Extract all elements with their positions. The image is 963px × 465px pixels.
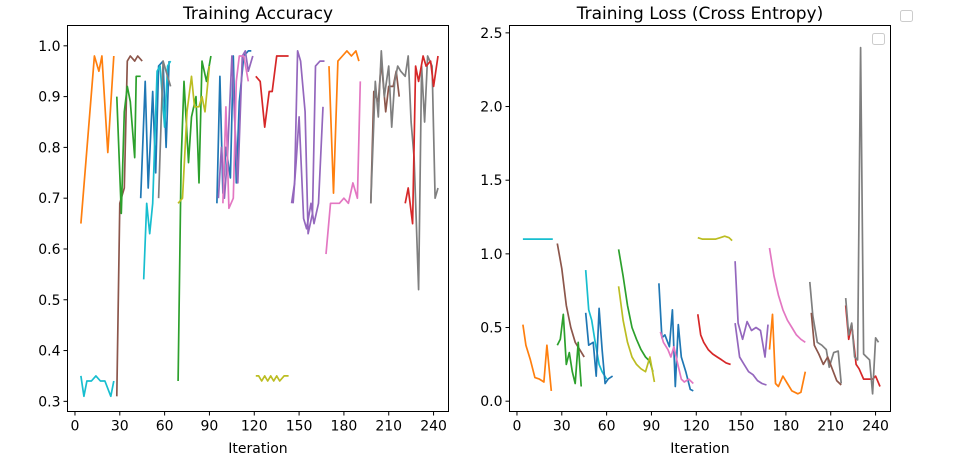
accuracy-xtick-label: 180	[331, 419, 358, 435]
loss-series-line	[768, 247, 806, 344]
accuracy-series-line	[80, 55, 115, 224]
accuracy-series-line	[404, 55, 439, 225]
accuracy-series-line	[255, 375, 289, 382]
accuracy-ytick-label: 0.7	[38, 191, 60, 207]
loss-series-line	[658, 283, 694, 392]
loss-xtick-label: 90	[643, 419, 661, 435]
accuracy-chart-frame	[67, 25, 449, 412]
loss-series-line	[844, 46, 880, 395]
loss-ytick-label: 0.0	[480, 394, 502, 410]
loss-series-line	[617, 286, 656, 383]
accuracy-chart-ticks: 0 30 60 90 120 150 180 210 240 0.3 0.4 0.5 0.6 0.7 0.8…	[38, 39, 447, 435]
accuracy-xtick-label: 60	[156, 419, 174, 435]
loss-series-line	[522, 324, 553, 391]
accuracy-ytick-label: 0.5	[38, 293, 60, 309]
loss-chart: Training Loss (Cross Entropy) 0 30 60 90 120…	[480, 4, 891, 457]
loss-ytick-label: 1.0	[480, 247, 502, 263]
accuracy-xtick-label: 0	[71, 419, 80, 435]
accuracy-series-line	[325, 81, 362, 255]
accuracy-series-line	[328, 50, 360, 194]
loss-series-line	[659, 331, 694, 385]
accuracy-ytick-label: 0.4	[38, 344, 60, 360]
loss-xtick-label: 30	[553, 419, 571, 435]
loss-xtick-label: 210	[817, 419, 844, 435]
loss-chart-ticks: 0 30 60 90 120 150 180 210 240 0.0 0.5 1.0 1.5 2.0 2.5	[480, 26, 889, 435]
legend-box-inner	[872, 33, 885, 45]
accuracy-xtick-label: 150	[286, 419, 313, 435]
accuracy-series-line	[290, 50, 325, 235]
loss-chart-lines	[522, 46, 881, 395]
loss-series-line	[556, 313, 583, 387]
accuracy-series-line	[255, 55, 289, 128]
accuracy-series-line	[222, 55, 250, 210]
loss-series-line	[556, 243, 585, 358]
loss-series-line	[808, 281, 843, 384]
accuracy-series-line	[80, 375, 115, 398]
accuracy-xtick-label: 210	[375, 419, 402, 435]
loss-ytick-label: 0.5	[480, 321, 502, 337]
loss-ytick-label: 2.0	[480, 100, 502, 116]
accuracy-series-line	[115, 55, 143, 397]
legend-box-outer	[900, 10, 913, 22]
accuracy-xtick-label: 120	[241, 419, 268, 435]
accuracy-ytick-label: 0.9	[38, 90, 60, 106]
loss-xtick-label: 150	[728, 419, 755, 435]
loss-chart-xlabel: Iteration	[670, 441, 729, 457]
accuracy-xtick-label: 240	[420, 419, 447, 435]
accuracy-chart-xlabel: Iteration	[228, 441, 287, 457]
accuracy-ytick-label: 0.3	[38, 394, 60, 410]
accuracy-ytick-label: 0.6	[38, 242, 60, 258]
accuracy-series-line	[292, 106, 324, 230]
accuracy-ytick-label: 1.0	[38, 39, 60, 55]
accuracy-series-line	[115, 75, 141, 215]
accuracy-xtick-label: 90	[201, 419, 219, 435]
loss-series-line	[584, 270, 608, 380]
loss-ytick-label: 2.5	[480, 26, 502, 42]
loss-xtick-label: 120	[683, 419, 710, 435]
accuracy-xtick-label: 30	[111, 419, 129, 435]
accuracy-series-line	[177, 66, 211, 204]
loss-series-line	[810, 312, 842, 386]
loss-series-line	[584, 307, 614, 385]
loss-series-line	[696, 314, 731, 366]
loss-chart-title: Training Loss (Cross Entropy)	[576, 4, 824, 24]
loss-series-line	[734, 322, 767, 386]
accuracy-series-line	[369, 50, 439, 291]
accuracy-ytick-label: 0.8	[38, 140, 60, 156]
loss-xtick-label: 60	[598, 419, 616, 435]
accuracy-chart-title: Training Accuracy	[182, 4, 333, 24]
loss-series-line	[697, 235, 733, 242]
loss-chart-frame	[509, 25, 891, 412]
accuracy-series-line	[142, 60, 172, 280]
accuracy-chart-lines	[80, 50, 439, 398]
loss-series-line	[734, 261, 769, 358]
loss-xtick-label: 180	[773, 419, 800, 435]
loss-series-line	[617, 249, 654, 372]
loss-series-line	[768, 313, 807, 395]
loss-xtick-label: 0	[513, 419, 522, 435]
loss-xtick-label: 240	[862, 419, 889, 435]
accuracy-series-line	[157, 60, 172, 199]
accuracy-chart: Training Accuracy 0 30 60 90 120 150 180 210 240…	[38, 4, 449, 457]
loss-ytick-label: 1.5	[480, 173, 502, 189]
